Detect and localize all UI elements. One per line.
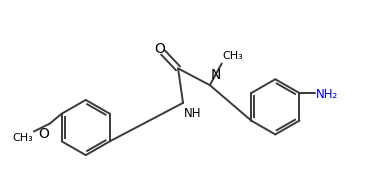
- Text: O: O: [38, 127, 49, 141]
- Text: NH₂: NH₂: [316, 87, 339, 100]
- Text: N: N: [211, 68, 221, 82]
- Text: O: O: [154, 42, 165, 56]
- Text: NH: NH: [184, 107, 202, 120]
- Text: CH₃: CH₃: [12, 134, 33, 143]
- Text: CH₃: CH₃: [223, 50, 243, 61]
